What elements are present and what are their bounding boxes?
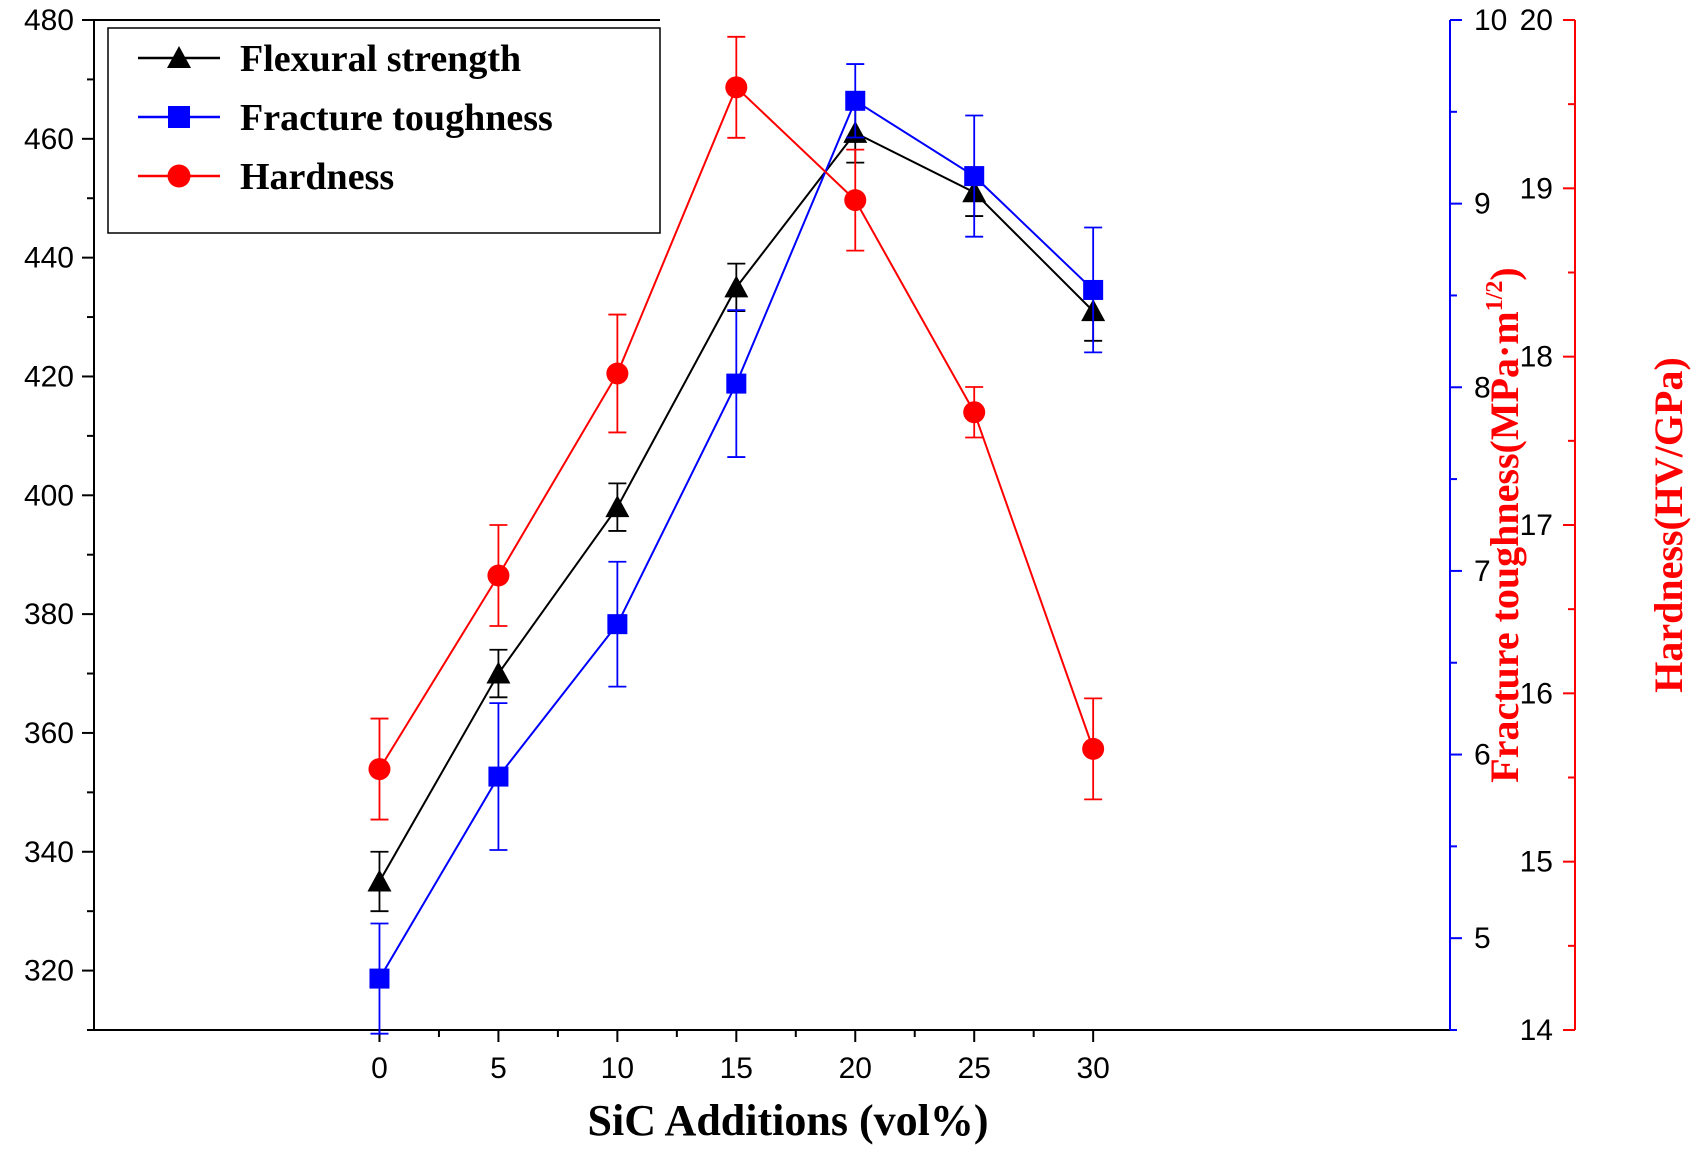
right2-tick-label: 20 — [1520, 4, 1553, 37]
left-tick-label: 360 — [24, 717, 74, 750]
right-axis-1-title-close: ) — [1482, 267, 1527, 280]
right2-tick-label: 14 — [1520, 1014, 1553, 1047]
data-point — [845, 90, 866, 111]
left-tick-label: 420 — [24, 360, 74, 393]
data-point — [964, 166, 985, 187]
left-tick-label: 320 — [24, 955, 74, 988]
legend-marker-triangle — [167, 46, 191, 68]
left-tick-label: 480 — [24, 4, 74, 37]
legend-item-flexural: Flexural strength — [138, 38, 521, 80]
data-point — [367, 869, 392, 892]
data-point — [487, 564, 510, 587]
legend-item-toughness: Fracture toughness — [138, 97, 553, 139]
left-tick-label: 380 — [24, 598, 74, 631]
series-line — [378, 131, 1094, 882]
left-tick-label: 460 — [24, 123, 74, 156]
right-axis-1-title-text: Fracture toughness(MPa·m1/2) — [1482, 267, 1527, 782]
x-tick-label: 0 — [371, 1052, 388, 1085]
x-tick-label: 20 — [839, 1052, 872, 1085]
right-axis-1-title-main: Fracture toughness(MPa·m — [1482, 311, 1527, 782]
data-point — [368, 758, 391, 781]
left-tick-label: 400 — [24, 479, 74, 512]
right1-tick-label: 10 — [1474, 4, 1507, 37]
data-point — [605, 495, 630, 518]
x-tick-label: 30 — [1076, 1052, 1109, 1085]
data-point — [486, 661, 511, 684]
data-point — [1083, 279, 1104, 300]
legend-box — [107, 27, 661, 234]
data-point — [844, 189, 867, 212]
series-square — [369, 63, 1104, 1035]
right1-tick-label: 7 — [1474, 555, 1491, 588]
x-tick-label: 25 — [958, 1052, 991, 1085]
right2-tick-label: 17 — [1520, 509, 1553, 542]
legend: Flexural strength Fracture toughness Har… — [107, 27, 661, 234]
right2-tick-label: 15 — [1520, 846, 1553, 879]
legend-item-hardness: Hardness — [138, 156, 394, 198]
right2-tick-label: 18 — [1520, 341, 1553, 374]
right1-tick-label: 6 — [1474, 739, 1491, 772]
legend-marker-square — [168, 106, 190, 128]
data-point — [369, 968, 390, 989]
legend-marker-circle — [167, 164, 191, 188]
data-point — [725, 76, 748, 99]
right2-tick-label: 16 — [1520, 677, 1553, 710]
data-point — [726, 373, 747, 394]
x-tick-label: 10 — [601, 1052, 634, 1085]
data-point — [488, 766, 509, 787]
right1-tick-label: 5 — [1474, 922, 1491, 955]
x-tick-label: 5 — [490, 1052, 507, 1085]
right1-tick-label: 9 — [1474, 188, 1491, 221]
series-circle — [368, 35, 1105, 821]
left-tick-label: 340 — [24, 836, 74, 869]
data-point — [607, 614, 628, 635]
right-axis-1-title: Fracture toughness(MPa·m1/2) — [1482, 267, 1527, 782]
series-layer — [367, 35, 1106, 1035]
data-point — [606, 362, 629, 385]
left-tick-label: 440 — [24, 242, 74, 275]
x-axis-title: SiC Additions (vol%) — [588, 1096, 989, 1145]
legend-label-flexural: Flexural strength — [240, 38, 521, 80]
right-axis-2-title: Hardness(HV/GPa) — [1646, 357, 1691, 693]
legend-label-toughness: Fracture toughness — [240, 97, 553, 139]
x-tick-label: 15 — [720, 1052, 753, 1085]
right-axis-1-title-sup: 1/2 — [1482, 281, 1508, 312]
right2-tick-label: 19 — [1520, 172, 1553, 205]
data-point — [724, 275, 749, 298]
data-point — [963, 401, 986, 424]
legend-label-hardness: Hardness — [240, 156, 394, 198]
right1-tick-label: 8 — [1474, 371, 1491, 404]
axes-layer: 320 340 360 380 400 420 440 460 480 0 5 10 15 20 25 30 5… — [24, 4, 1576, 1085]
data-point — [1082, 737, 1105, 760]
